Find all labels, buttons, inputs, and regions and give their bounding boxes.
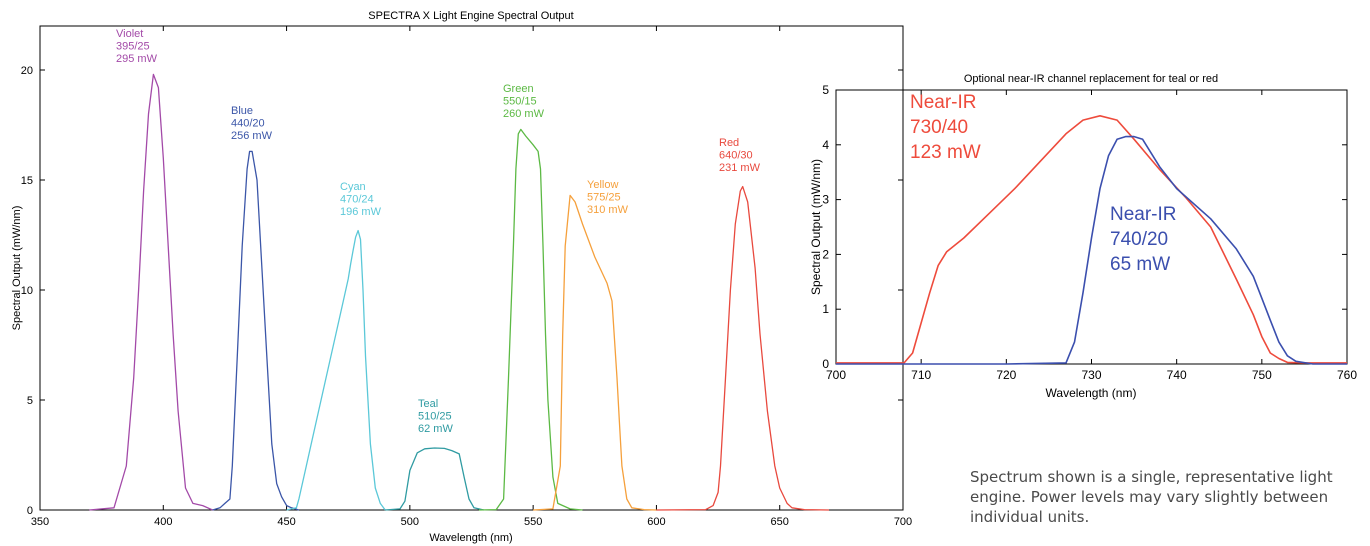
- main-y-tick-label: 10: [21, 285, 33, 297]
- main-x-tick-label: 650: [771, 516, 789, 528]
- main-series-yellow-575-25-310-mw: [533, 194, 657, 511]
- main-y-tick-label: 0: [27, 505, 33, 517]
- main-y-tick-label: 5: [27, 395, 33, 407]
- inset-x-tick-label: 750: [1252, 368, 1272, 382]
- main-series-violet-395-25-295-mw: [89, 73, 213, 511]
- main-x-tick-label: 450: [277, 516, 295, 528]
- inset-y-tick-label: 0: [822, 357, 829, 371]
- main-series-label-red-640-30-231-mw: Red 640/30 231 mW: [719, 137, 761, 174]
- inset-y-axis-label: Spectral Output (mW/nm): [809, 159, 823, 295]
- main-x-tick-label: 700: [894, 516, 912, 528]
- main-series-label-blue-440-20-256-mw: Blue 440/20 256 mW: [231, 105, 273, 142]
- main-series-label-green-550-15-260-mw: Green 550/15 260 mW: [503, 83, 545, 120]
- main-series-teal-510-25-62-mw: [385, 447, 484, 511]
- main-x-tick-label: 350: [31, 516, 49, 528]
- main-series-label-teal-510-25-62-mw: Teal 510/25 62 mW: [418, 398, 453, 435]
- inset-x-tick-label: 720: [996, 368, 1016, 382]
- main-series-red-640-30-231-mw: [656, 185, 830, 511]
- main-plot-frame: [39, 25, 904, 511]
- main-x-tick-label: 550: [524, 516, 542, 528]
- main-series-label-violet-395-25-295-mw: Violet 395/25 295 mW: [116, 28, 158, 65]
- inset-y-tick-label: 1: [822, 302, 829, 316]
- spectrum-caption: Spectrum shown is a single, representati…: [970, 468, 1333, 526]
- main-x-tick-label: 500: [401, 516, 419, 528]
- inset-x-tick-label: 730: [1081, 368, 1101, 382]
- main-y-tick-label: 15: [21, 175, 33, 187]
- main-y-axis-label: Spectral Output (mW/nm): [11, 206, 23, 331]
- main-series-label-yellow-575-25-310-mw: Yellow 575/25 310 mW: [587, 179, 629, 216]
- inset-series-near-ir-730-40-123-mw: [836, 115, 1347, 364]
- main-chart-title: SPECTRA X Light Engine Spectral Output: [368, 10, 573, 22]
- main-spectrum-chart: SPECTRA X Light Engine Spectral Output W…: [11, 10, 912, 544]
- inset-y-tick-label: 4: [822, 138, 829, 152]
- main-series-cyan-470-24-196-mw: [286, 229, 386, 511]
- main-y-tick-label: 20: [21, 65, 33, 77]
- main-series-blue-440-20-256-mw: [212, 150, 300, 511]
- inset-x-axis-label: Wavelength (nm): [1046, 386, 1137, 400]
- inset-y-tick-label: 3: [822, 193, 829, 207]
- main-x-tick-label: 400: [154, 516, 172, 528]
- inset-series-near-ir-740-20-65-mw: [836, 135, 1347, 365]
- main-series-green-550-15-260-mw: [478, 128, 583, 511]
- inset-chart-title: Optional near-IR channel replacement for…: [964, 73, 1218, 85]
- inset-y-tick-label: 2: [822, 247, 829, 261]
- main-series-label-cyan-470-24-196-mw: Cyan 470/24 196 mW: [340, 181, 382, 218]
- main-x-tick-label: 600: [647, 516, 665, 528]
- inset-x-tick-label: 710: [911, 368, 931, 382]
- main-x-axis-label: Wavelength (nm): [429, 532, 512, 544]
- inset-series-label-near-ir-740-20-65-mw: Near-IR 740/20 65 mW: [1110, 204, 1177, 275]
- inset-x-tick-label: 700: [826, 368, 846, 382]
- inset-x-tick-label: 740: [1167, 368, 1187, 382]
- near-ir-chart: Optional near-IR channel replacement for…: [809, 73, 1357, 400]
- inset-x-tick-label: 760: [1337, 368, 1357, 382]
- inset-y-tick-label: 5: [822, 83, 829, 97]
- inset-series-label-near-ir-730-40-123-mw: Near-IR 730/40 123 mW: [910, 92, 981, 163]
